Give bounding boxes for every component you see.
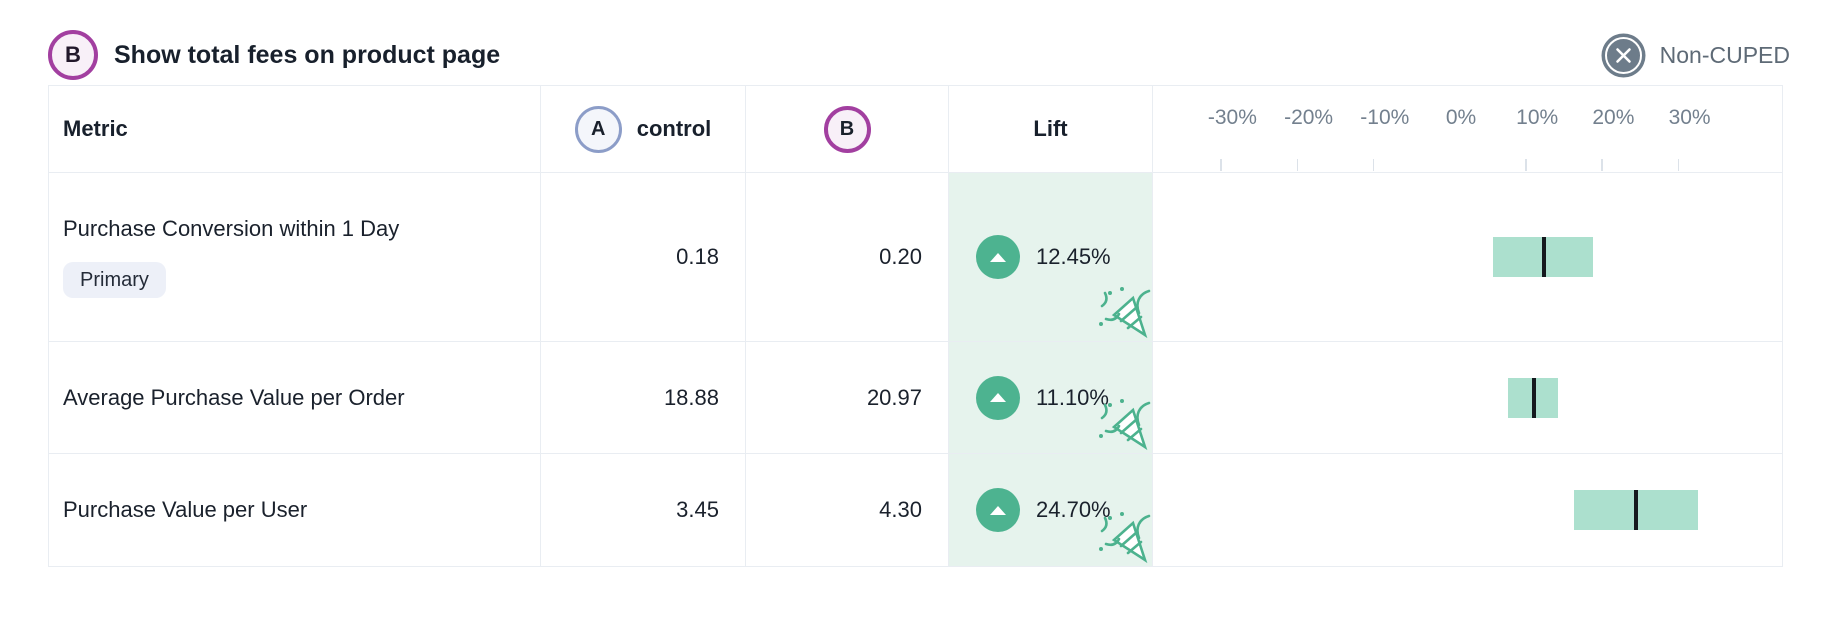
control-a-badge-letter: A — [590, 117, 606, 140]
axis-tick-label: 10% — [1516, 106, 1559, 129]
party-popper-icon — [1099, 399, 1151, 451]
lift-value: 12.45% — [1036, 244, 1111, 269]
experiment-variant-badge: B — [48, 30, 98, 80]
lift-ci-chart-cell — [1153, 173, 1782, 342]
variant-b-badge: B — [823, 105, 871, 153]
lift-up-badge — [976, 375, 1020, 420]
metric-name: Purchase Conversion within 1 Day — [63, 216, 400, 241]
lift-cell: 12.45% — [949, 173, 1153, 342]
table-row-metric-cell: Average Purchase Value per Order — [49, 342, 541, 454]
control-value: 3.45 — [676, 497, 719, 522]
experiment-variant-badge-letter: B — [65, 42, 81, 67]
axis-tick-mark — [1677, 159, 1680, 171]
control-value-cell: 18.88 — [541, 342, 746, 454]
column-header-metric-label: Metric — [63, 116, 128, 141]
axis-tick-label: 20% — [1592, 106, 1635, 129]
axis-tick-mark — [1601, 159, 1603, 171]
party-popper-icon — [1099, 287, 1151, 339]
axis-tick-label: 30% — [1668, 106, 1711, 129]
primary-tag-badge: Primary — [63, 262, 166, 298]
axis-tick-mark — [1296, 159, 1299, 171]
lift-ci-chart-cell — [1153, 342, 1782, 454]
lift-up-badge — [976, 235, 1020, 279]
variant-value: 0.20 — [879, 244, 922, 269]
axis-tick-label: 0% — [1445, 106, 1477, 129]
axis-tick-mark — [1220, 159, 1222, 171]
lift-point-marker — [1541, 237, 1546, 277]
axis-tick-label: -30% — [1207, 106, 1257, 129]
page-header: B Show total fees on product page Non-CU… — [48, 30, 1790, 80]
axis-tick-label: -10% — [1360, 106, 1410, 129]
variant-b-badge-letter: B — [839, 117, 855, 140]
variant-value-cell: 0.20 — [746, 173, 949, 342]
party-popper-icon — [1099, 512, 1151, 564]
lift-axis-header: -30% -20% -10% 0% 10% 20% 30% — [1153, 86, 1782, 173]
metric-name: Purchase Value per User — [63, 497, 308, 522]
variant-value: 20.97 — [866, 384, 922, 410]
column-header-variant-b: B — [746, 86, 949, 173]
control-value: 0.18 — [676, 244, 719, 269]
lift-cell: 24.70% — [949, 454, 1153, 566]
arrow-up-icon — [990, 505, 1006, 515]
lift-value: 11.10% — [1036, 384, 1109, 410]
variant-value: 4.30 — [879, 497, 922, 522]
column-header-control-label: control — [636, 116, 712, 141]
variant-value-cell: 4.30 — [746, 454, 949, 566]
page-title: Show total fees on product page — [114, 40, 501, 69]
metrics-table: Metric A control B Lift -30% -20% -10% 0… — [48, 85, 1783, 567]
control-value-cell: 0.18 — [541, 173, 746, 342]
control-value: 18.88 — [663, 384, 719, 410]
lift-value: 24.70% — [1036, 497, 1111, 522]
arrow-up-icon — [990, 393, 1006, 402]
arrow-up-icon — [990, 252, 1006, 262]
metric-name: Average Purchase Value per Order — [63, 384, 405, 410]
column-header-control: A control — [541, 86, 746, 173]
control-value-cell: 3.45 — [541, 454, 746, 566]
table-row-metric-cell: Purchase Value per User — [49, 454, 541, 566]
x-circle-icon — [1601, 33, 1646, 77]
axis-tick-mark — [1372, 159, 1375, 171]
confidence-interval-bar — [1508, 377, 1558, 418]
lift-cell: 11.10% — [949, 342, 1153, 454]
axis-tick-label: -20% — [1284, 106, 1334, 129]
cuped-mode-toggle[interactable]: Non-CUPED — [1601, 30, 1790, 80]
cuped-mode-label: Non-CUPED — [1659, 41, 1790, 68]
table-row-metric-cell: Purchase Conversion within 1 Day Primary — [49, 173, 541, 342]
column-header-lift: Lift — [949, 86, 1153, 173]
axis-tick-mark — [1525, 159, 1527, 171]
column-header-metric: Metric — [49, 86, 541, 173]
lift-up-badge — [976, 488, 1020, 532]
lift-point-marker — [1531, 377, 1536, 418]
confidence-interval-bar — [1493, 237, 1593, 277]
confidence-interval-bar — [1573, 490, 1699, 530]
variant-value-cell: 20.97 — [746, 342, 949, 454]
lift-point-marker — [1634, 490, 1639, 530]
control-a-badge: A — [574, 105, 622, 153]
column-header-lift-label: Lift — [1033, 116, 1068, 141]
lift-ci-chart-cell — [1153, 454, 1782, 566]
